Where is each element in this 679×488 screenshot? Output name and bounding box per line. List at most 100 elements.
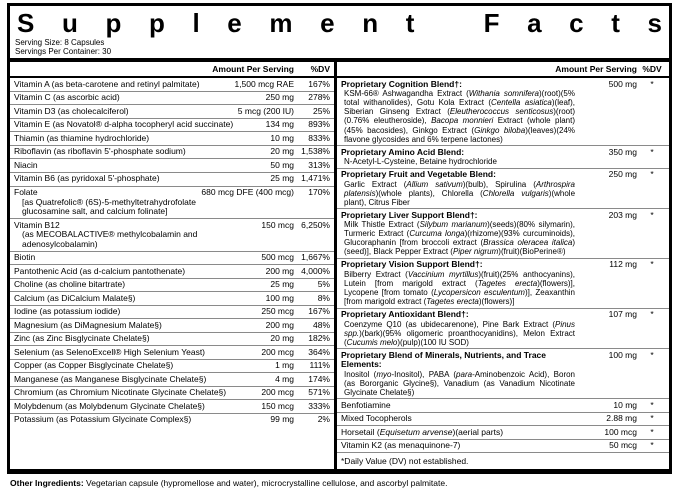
nutrient-dv: 4,000% xyxy=(301,265,330,276)
blend-amount: 250 mg xyxy=(608,169,637,180)
blend-dv: * xyxy=(650,146,654,157)
nutrient-name-cell: Molybdenum (as Molybdenum Glycinate Chel… xyxy=(14,401,261,412)
blend-title: Proprietary Blend of Minerals, Nutrients… xyxy=(341,349,546,370)
nutrient-dv: 893% xyxy=(308,119,330,130)
amount-per-serving-header: Amount Per Serving xyxy=(555,64,637,75)
nutrient-dv: 571% xyxy=(308,387,330,398)
nutrient-dv: 174% xyxy=(308,373,330,384)
nutrient-amount: 250 mcg xyxy=(261,306,294,317)
nutrient-dv: 833% xyxy=(308,132,330,143)
nutrient-dv: 364% xyxy=(308,346,330,357)
blend-dv: * xyxy=(650,209,654,220)
nutrient-row: Potassium (as Potassium Glycinate Comple… xyxy=(10,414,334,427)
blend-dv: * xyxy=(650,349,654,360)
blend-row: Benfotiamine 10 mg * xyxy=(337,399,669,413)
blend-name-cell: Proprietary Fruit and Vegetable Blend: G… xyxy=(341,170,579,207)
nutrient-name: Potassium (as Potassium Glycinate Comple… xyxy=(14,414,192,425)
blend-amount: 100 mcg xyxy=(604,426,637,437)
nutrient-amount: 50 mg xyxy=(270,159,294,170)
nutrient-row: Molybdenum (as Molybdenum Glycinate Chel… xyxy=(10,400,334,414)
nutrient-amount: 1,500 mcg RAE xyxy=(234,78,294,89)
nutrient-row: Biotin 500 mcg 1,667% xyxy=(10,252,334,266)
nutrient-dv: 167% xyxy=(308,306,330,317)
blend-name-cell: Benfotiamine xyxy=(341,399,579,411)
nutrient-amount: 150 mcg xyxy=(261,219,294,230)
other-ingredients-label: Other Ingredients: xyxy=(10,477,84,488)
nutrient-rows: Vitamin A (as beta-carotene and retinyl … xyxy=(10,78,334,426)
blend-row: Proprietary Fruit and Vegetable Blend: G… xyxy=(337,169,669,210)
daily-value-footnote: *Daily Value (DV) not established. xyxy=(341,455,469,466)
nutrient-name-cell: Riboflavin (as riboflavin 5'-phosphate s… xyxy=(14,147,270,157)
nutrient-name: Niacin xyxy=(14,159,38,170)
nutrient-name: Vitamin A (as beta-carotene and retinyl … xyxy=(14,78,200,89)
nutrient-name-cell: Vitamin D3 (as cholecalciferol) xyxy=(14,105,238,117)
nutrient-name-cell: Iodine (as potassium iodide) xyxy=(14,307,261,317)
blend-title: Proprietary Amino Acid Blend: xyxy=(341,146,465,157)
nutrient-amount: 200 mcg xyxy=(261,346,294,357)
nutrient-name: Riboflavin (as riboflavin 5'-phosphate s… xyxy=(14,146,186,157)
ingredient-name: Benfotiamine xyxy=(341,399,391,410)
servings-per-container: Servings Per Container: 30 xyxy=(15,47,112,57)
nutrient-name: Choline (as choline bitartrate) xyxy=(14,279,126,290)
nutrient-dv: 182% xyxy=(308,333,330,344)
nutrient-dv: 278% xyxy=(308,92,330,103)
nutrient-amount: 25 mg xyxy=(270,173,294,184)
nutrient-amount: 200 mg xyxy=(265,319,294,330)
blend-row: Proprietary Amino Acid Blend: N-Acetyl-L… xyxy=(337,146,669,169)
nutrient-row: Zinc (as Zinc Bisglycinate Chelate§) 20 … xyxy=(10,333,334,347)
nutrient-name-cell: Calcium (as DiCalcium Malate§) xyxy=(14,292,266,304)
blend-dv: * xyxy=(650,169,654,180)
nutrient-row: Folate [as Quatrefolic® (6S)-5-methyltet… xyxy=(10,187,334,220)
blend-name-cell: Proprietary Antioxidant Blend†: Coenzyme… xyxy=(341,309,579,347)
nutrient-amount: 10 mg xyxy=(270,132,294,143)
nutrient-row: Vitamin B12 (as MECOBALACTIVE® methylcob… xyxy=(10,219,334,252)
blend-row: Vitamin K2 (as menaquinone-7) 50 mcg * xyxy=(337,440,669,454)
nutrient-name-cell: Chromium (as Chromium Nicotinate Glycina… xyxy=(14,388,261,398)
blend-details: KSM-66® Ashwagandha Extract (Withania so… xyxy=(344,89,576,144)
nutrient-row: Manganese (as Manganese Bisglycinate Che… xyxy=(10,373,334,387)
percent-dv-header: %DV xyxy=(310,64,330,75)
blend-details: Milk Thistle Extract (Silybum marianum)(… xyxy=(344,220,575,257)
blend-dv: * xyxy=(650,309,654,320)
nutrient-name: Iodine (as potassium iodide) xyxy=(14,306,121,317)
nutrient-name-cell: Copper (as Copper Bisglycinate Chelate§) xyxy=(14,361,275,371)
blend-title: Proprietary Fruit and Vegetable Blend: xyxy=(341,169,496,180)
nutrient-row: Vitamin A (as beta-carotene and retinyl … xyxy=(10,78,334,92)
nutrient-name-cell: Biotin xyxy=(14,253,261,263)
nutrient-row: Pantothenic Acid (as d-calcium pantothen… xyxy=(10,265,334,279)
nutrient-amount: 25 mg xyxy=(270,279,294,290)
nutrient-dv: 5% xyxy=(317,279,330,290)
blend-amount: 100 mg xyxy=(608,349,637,360)
nutrient-row: Choline (as choline bitartrate) 25 mg 5% xyxy=(10,279,334,293)
blend-row: Proprietary Cognition Blend†: KSM-66® As… xyxy=(337,78,669,147)
nutrient-name-cell: Niacin xyxy=(14,159,270,171)
percent-dv-header: %DV xyxy=(642,64,662,75)
nutrient-name: Vitamin D3 (as cholecalciferol) xyxy=(14,105,129,116)
nutrient-dv: 111% xyxy=(309,360,330,371)
blend-row: Proprietary Blend of Minerals, Nutrients… xyxy=(337,349,669,400)
nutrient-name: Calcium (as DiCalcium Malate§) xyxy=(14,292,136,303)
blend-name-cell: Proprietary Cognition Blend†: KSM-66® As… xyxy=(341,79,579,144)
blend-rows: Proprietary Cognition Blend†: KSM-66® As… xyxy=(337,78,669,454)
ingredient-name: Mixed Tocopherols xyxy=(341,413,412,424)
blend-title: Proprietary Vision Support Blend†: xyxy=(341,259,483,270)
nutrient-dv: 170% xyxy=(308,187,330,197)
blend-title: Proprietary Liver Support Blend†: xyxy=(341,209,478,220)
nutrient-dv: 1,667% xyxy=(301,252,330,263)
blend-dv: * xyxy=(650,413,654,424)
nutrient-amount: 4 mg xyxy=(275,373,294,384)
nutrient-amount: 5 mcg (200 IU) xyxy=(237,105,294,116)
other-ingredients: Other Ingredients: Vegetarian capsule (h… xyxy=(10,478,672,488)
blend-details: Coenzyme Q10 (as ubidecarenone), Pine Ba… xyxy=(344,319,575,347)
left-column: Amount Per Serving %DV Vitamin A (as bet… xyxy=(10,62,334,468)
left-column-header: Amount Per Serving %DV xyxy=(10,62,334,79)
nutrient-name-cell: Vitamin E (as Novatol® d-alpha tocophery… xyxy=(14,120,266,130)
nutrient-name-cell: Zinc (as Zinc Bisglycinate Chelate§) xyxy=(14,334,270,344)
nutrient-dv: 1,538% xyxy=(301,146,330,157)
nutrient-row: Riboflavin (as riboflavin 5'-phosphate s… xyxy=(10,146,334,160)
nutrient-name: Thiamin (as thiamine hydrochloride) xyxy=(14,132,150,143)
nutrient-name-cell: Magnesium (as DiMagnesium Malate§) xyxy=(14,320,266,331)
nutrient-row: Selenium (as SelenoExcell® High Selenium… xyxy=(10,346,334,360)
blend-title: Proprietary Antioxidant Blend†: xyxy=(341,309,469,320)
